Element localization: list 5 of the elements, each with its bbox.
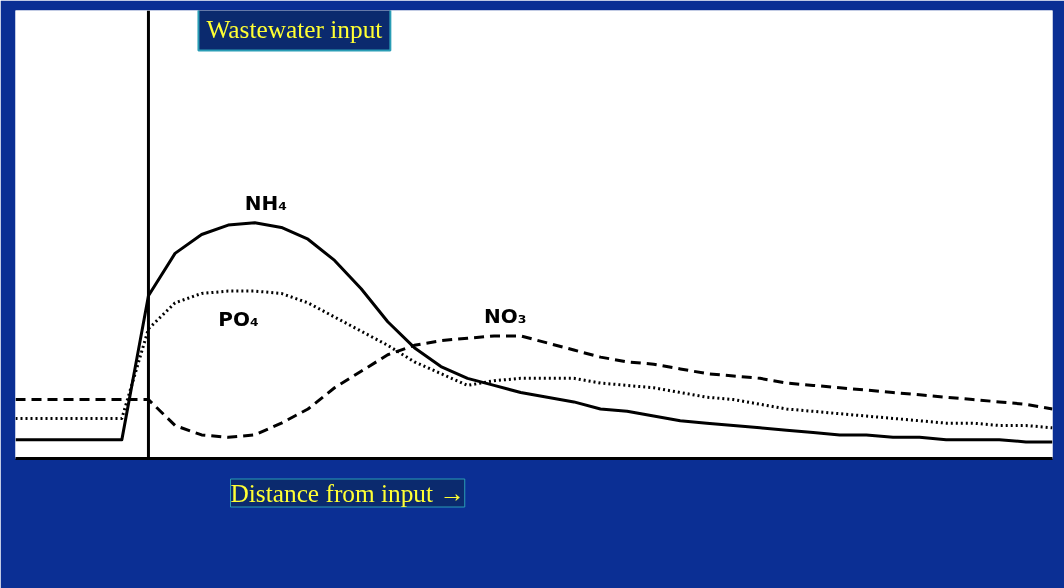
series-label: NO₃ (484, 303, 527, 328)
x-axis-title: Distance from input → (230, 479, 465, 507)
series-label: NH₄ (244, 190, 288, 215)
text: Wastewater input (206, 14, 383, 43)
series-label: PO₄ (218, 307, 259, 332)
